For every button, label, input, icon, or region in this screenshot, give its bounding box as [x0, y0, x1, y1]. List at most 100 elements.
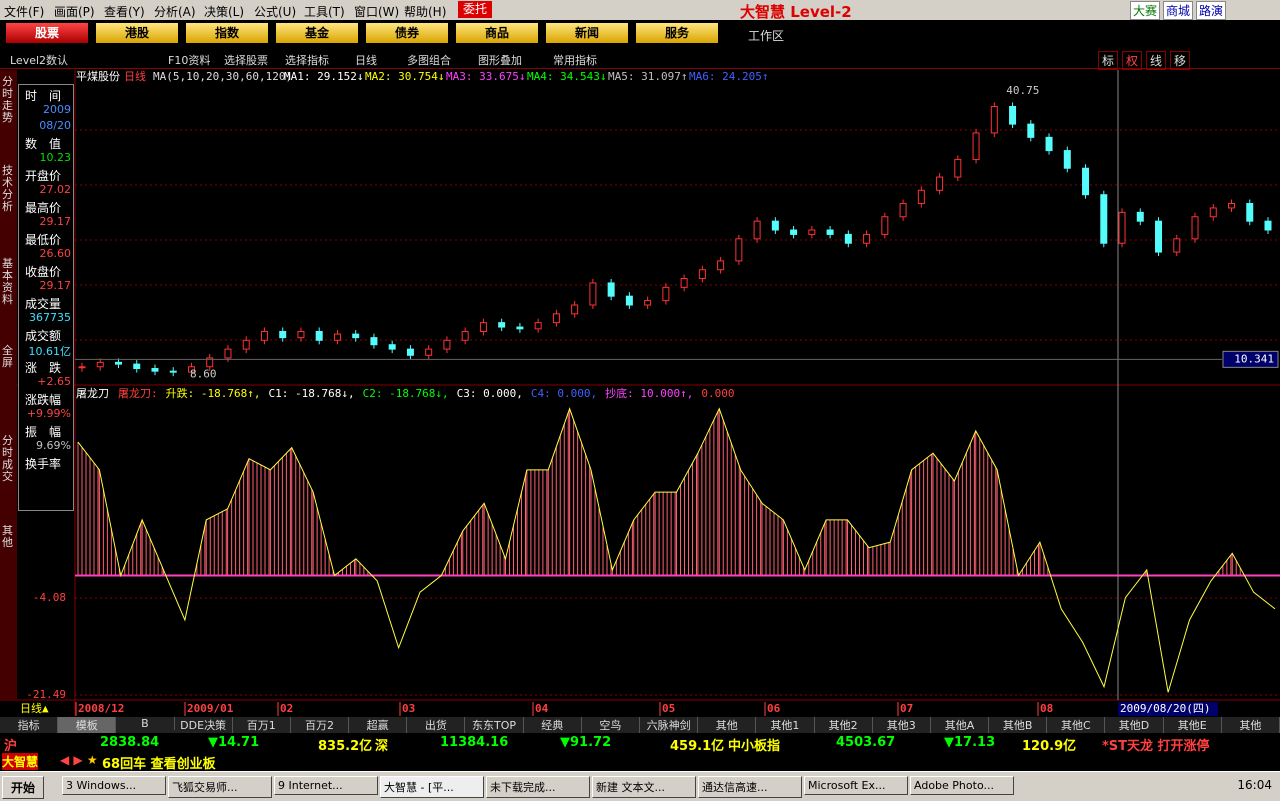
toolbar-right[interactable]: 线: [1146, 51, 1167, 70]
menu-item[interactable]: 公式(U): [254, 5, 297, 19]
info-label: 涨跌幅: [25, 393, 62, 407]
side-tab[interactable]: 分时走势: [2, 75, 13, 124]
side-tab[interactable]: 技术分析: [2, 164, 13, 213]
ticker-item: 中小板指: [728, 739, 781, 754]
menu-item[interactable]: 分析(A): [154, 5, 196, 19]
side-tab[interactable]: 全屏: [2, 344, 13, 369]
task-item[interactable]: Adobe Photo...: [910, 776, 1014, 795]
candle: [771, 220, 779, 231]
candle: [1027, 123, 1035, 138]
bottom-tab[interactable]: 其他: [1221, 717, 1280, 733]
ticker-item: *ST天龙 打开涨停: [1102, 739, 1210, 754]
cursor-date-box: [1118, 702, 1218, 716]
menu-item[interactable]: 查看(Y): [104, 5, 145, 19]
top-link[interactable]: 路演: [1196, 1, 1227, 20]
menu-item[interactable]: 窗口(W): [354, 5, 400, 19]
task-item[interactable]: 9 Internet...: [274, 776, 378, 795]
bottom-tab[interactable]: 其他D: [1105, 717, 1164, 733]
candle: [808, 229, 816, 235]
task-item[interactable]: 大智慧 - [平...: [380, 776, 484, 798]
bottom-tab[interactable]: 其他1: [756, 717, 815, 733]
menu-item[interactable]: 帮助(H): [404, 5, 447, 19]
candle: [425, 348, 433, 356]
menu-item[interactable]: 文件(F): [4, 5, 45, 19]
nav-button[interactable]: 港股: [96, 23, 178, 43]
nav-button[interactable]: 股票: [6, 23, 88, 43]
nav-button[interactable]: 新闻: [546, 23, 628, 43]
status-bar: 大智慧 ◀ ▶ ★ 68回车 查看创业板: [0, 752, 1280, 772]
menu-item[interactable]: 画面(P): [54, 5, 95, 19]
toolbar-item[interactable]: 图形叠加: [478, 54, 522, 67]
candle: [1228, 203, 1236, 209]
side-tab[interactable]: 基本资料: [2, 257, 13, 306]
task-item[interactable]: Microsoft Ex...: [804, 776, 908, 795]
toolbar-item[interactable]: 常用指标: [553, 54, 597, 67]
task-item[interactable]: 3 Windows...: [62, 776, 166, 795]
arrows[interactable]: ◀ ▶ ★: [60, 753, 98, 767]
menu-item[interactable]: 决策(L): [204, 5, 245, 19]
toolbar-right[interactable]: 权: [1122, 51, 1143, 70]
toolbar-item[interactable]: Level2数认: [10, 54, 69, 67]
menu-item[interactable]: 工具(T): [304, 5, 345, 19]
info-value: 10.61亿: [28, 345, 72, 358]
bottom-tab[interactable]: 百万1: [232, 717, 291, 733]
nav-button[interactable]: 债券: [366, 23, 448, 43]
bottom-tab[interactable]: DDE决策: [174, 717, 233, 733]
candle: [206, 357, 214, 368]
toolbar-right[interactable]: 移: [1170, 51, 1191, 70]
bottom-tab[interactable]: 其他3: [872, 717, 931, 733]
bottom-tab[interactable]: 指标: [0, 717, 59, 733]
info-value: 27.02: [39, 183, 72, 196]
bottom-tab[interactable]: 超赢: [349, 717, 408, 733]
task-item[interactable]: 飞狐交易师...: [168, 776, 272, 798]
candle: [516, 326, 524, 330]
task-item[interactable]: 未下载完成...: [486, 776, 590, 798]
workspace[interactable]: 工作区: [748, 29, 785, 43]
candle: [1173, 238, 1181, 253]
top-link[interactable]: 大赛: [1130, 1, 1161, 20]
nav-button[interactable]: 服务: [636, 23, 718, 43]
candle: [644, 300, 652, 306]
bottom-tab[interactable]: 空鸟: [581, 717, 640, 733]
toolbar-item[interactable]: 多图组合: [407, 54, 451, 67]
bottom-tab[interactable]: 其他2: [814, 717, 873, 733]
entrust[interactable]: 委托: [458, 1, 492, 18]
toolbar-item[interactable]: F10资料: [168, 54, 211, 67]
toolbar-right[interactable]: 标: [1098, 51, 1119, 70]
bottom-tab[interactable]: 其他E: [1163, 717, 1222, 733]
info-label: 收盘价: [25, 265, 62, 279]
x-tick-label: 05: [662, 702, 675, 715]
bottom-tab[interactable]: 经典: [523, 717, 582, 733]
bottom-tab[interactable]: 其他B: [989, 717, 1048, 733]
bottom-tab[interactable]: 其他C: [1047, 717, 1106, 733]
task-item[interactable]: 新建 文本文...: [592, 776, 696, 798]
task-item[interactable]: 通达信高速...: [698, 776, 802, 798]
side-tab[interactable]: 其他: [2, 524, 13, 549]
bottom-tab[interactable]: 其他A: [930, 717, 990, 733]
bottom-tab[interactable]: 东东TOP: [465, 717, 524, 733]
candle: [972, 132, 980, 160]
candle: [790, 229, 798, 235]
toolbar-item[interactable]: 选择指标: [285, 54, 329, 67]
nav-button[interactable]: 商品: [456, 23, 538, 43]
toolbar-item[interactable]: 日线: [355, 54, 377, 67]
candle: [552, 313, 560, 324]
bottom-tab[interactable]: 其他: [698, 717, 757, 733]
period-label: 日线▲: [20, 701, 49, 715]
nav-button[interactable]: 基金: [276, 23, 358, 43]
candle: [498, 322, 506, 328]
nav-button[interactable]: 指数: [186, 23, 268, 43]
toolbar-item[interactable]: 选择股票: [224, 54, 268, 67]
bottom-tab[interactable]: B: [116, 717, 175, 730]
ma-readout: MA3: 33.675↓: [446, 70, 525, 83]
top-link[interactable]: 商城: [1163, 1, 1194, 20]
info-value: 08/20: [39, 119, 71, 132]
start-button[interactable]: 开始: [2, 776, 45, 799]
bottom-tab[interactable]: 模板: [58, 717, 117, 733]
bottom-tab[interactable]: 六脉神剑: [640, 717, 699, 733]
bottom-tab[interactable]: 百万2: [290, 717, 350, 733]
info-label: 数 值: [25, 137, 62, 151]
bottom-tab[interactable]: 出货: [407, 717, 466, 733]
side-tab[interactable]: 分时成交: [2, 434, 13, 483]
